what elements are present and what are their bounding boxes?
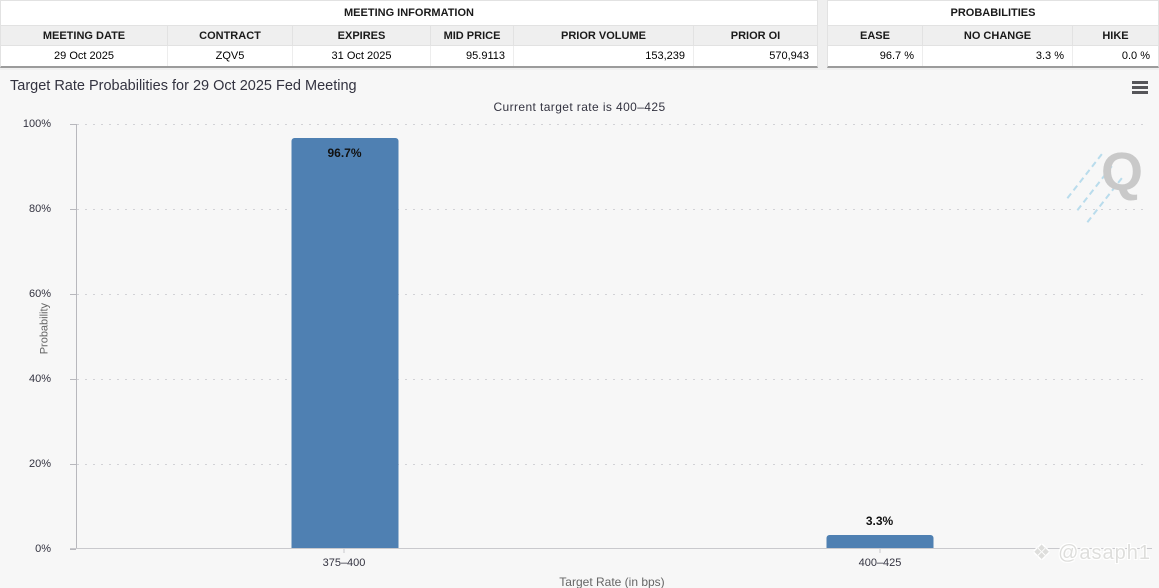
bar-value-label: 3.3%: [865, 514, 894, 528]
gridline-20: [77, 464, 1147, 465]
meeting-information-table: MEETING INFORMATION MEETING DATE CONTRAC…: [0, 0, 818, 68]
bar-value-label: 96.7%: [327, 146, 362, 160]
chart-subtitle: Current target rate is 400–425: [493, 100, 666, 114]
col-hike: HIKE: [1072, 26, 1158, 46]
x-tick: [343, 549, 345, 553]
mid-price-value: 95.9113: [430, 46, 513, 66]
gridline-60: [77, 294, 1147, 295]
y-tick: [70, 549, 76, 550]
meeting-table-data-row: 29 Oct 2025 ZQV5 31 Oct 2025 95.9113 153…: [1, 46, 817, 66]
y-axis-label: 40%: [28, 373, 51, 385]
col-contract: CONTRACT: [167, 26, 292, 46]
col-meeting-date: MEETING DATE: [1, 26, 167, 46]
x-axis-line: [70, 548, 1152, 549]
contract-value: ZQV5: [167, 46, 292, 66]
bar-375-400[interactable]: [291, 138, 398, 549]
col-prior-volume: PRIOR VOLUME: [513, 26, 693, 46]
chart-context-menu-icon[interactable]: [1132, 81, 1148, 94]
gridline-100: [77, 124, 1147, 125]
probabilities-table-title: PROBABILITIES: [828, 1, 1158, 26]
prior-oi-value: 570,943: [693, 46, 817, 66]
y-tick: [70, 379, 76, 380]
plot-area: 100% 80% 60% 40% 20% 0% Probability 96.7…: [23, 118, 1147, 555]
x-category-label: 375–400: [322, 557, 366, 569]
y-axis-label: 80%: [28, 203, 51, 215]
y-tick: [70, 124, 76, 125]
probabilities-header-row: EASE NO CHANGE HIKE: [828, 26, 1158, 46]
bar-400-425[interactable]: [826, 535, 933, 549]
y-tick: [70, 209, 76, 210]
no-change-value: 3.3 %: [922, 46, 1072, 66]
y-axis-label: 20%: [28, 458, 51, 470]
col-expires: EXPIRES: [292, 26, 430, 46]
y-tick: [70, 294, 76, 295]
y-axis-title: Probability: [38, 302, 51, 354]
gridline-80: [77, 209, 1147, 210]
meeting-table-header-row: MEETING DATE CONTRACT EXPIRES MID PRICE …: [1, 26, 817, 46]
x-category-label: 400–425: [858, 557, 902, 569]
y-axis-label: 0%: [35, 543, 51, 555]
hike-value: 0.0 %: [1072, 46, 1158, 66]
col-no-change: NO CHANGE: [922, 26, 1072, 46]
expires-value: 31 Oct 2025: [292, 46, 430, 66]
probabilities-table: PROBABILITIES EASE NO CHANGE HIKE 96.7 %…: [827, 0, 1159, 68]
y-axis-line: [76, 124, 77, 549]
x-axis-title: Target Rate (in bps): [559, 575, 665, 588]
y-axis-label: 100%: [22, 118, 51, 130]
prior-volume-value: 153,239: [513, 46, 693, 66]
ease-value: 96.7 %: [879, 50, 914, 62]
meeting-table-title: MEETING INFORMATION: [1, 1, 817, 26]
chart-title: Target Rate Probabilities for 29 Oct 202…: [10, 78, 357, 94]
col-prior-oi: PRIOR OI: [693, 26, 817, 46]
gridline-40: [77, 379, 1147, 380]
col-mid-price: MID PRICE: [430, 26, 513, 46]
y-tick: [70, 464, 76, 465]
y-axis-label: 60%: [28, 288, 51, 300]
x-tick: [879, 549, 881, 553]
col-ease: EASE: [828, 26, 922, 46]
probabilities-data-row: 96.7 % 3.3 % 0.0 %: [828, 46, 1158, 66]
meeting-date-value: 29 Oct 2025: [54, 50, 114, 62]
target-rate-chart: Target Rate Probabilities for 29 Oct 202…: [0, 70, 1159, 588]
